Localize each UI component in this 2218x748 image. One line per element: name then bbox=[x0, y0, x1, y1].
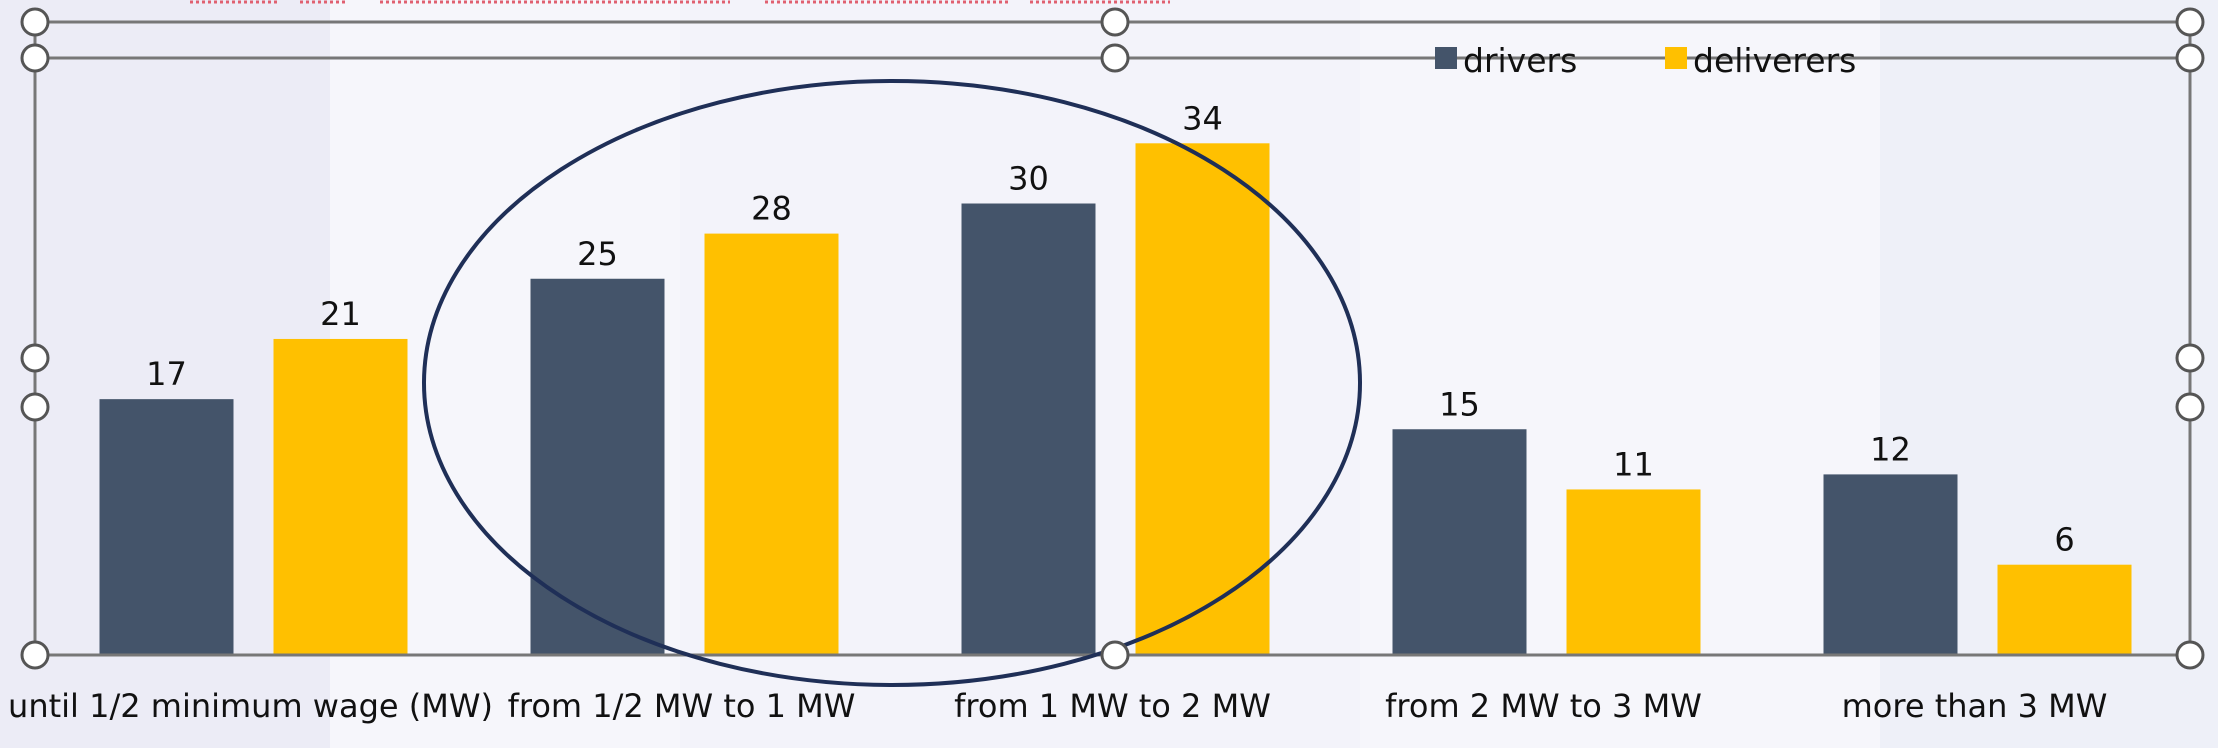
sizing-handle-icon[interactable] bbox=[1100, 7, 1130, 37]
sizing-handle-icon[interactable] bbox=[2175, 43, 2205, 73]
bar-drivers[interactable] bbox=[961, 203, 1096, 656]
bar-deliverers[interactable] bbox=[1997, 564, 2132, 655]
x-tick-label: until 1/2 minimum wage (MW) bbox=[8, 687, 493, 725]
data-label-drivers: 15 bbox=[1439, 385, 1480, 423]
sizing-handle-icon[interactable] bbox=[20, 343, 50, 373]
data-label-deliverers: 21 bbox=[320, 295, 361, 333]
legend-label-deliverers: deliverers bbox=[1693, 41, 1856, 80]
legend-swatch-deliverers bbox=[1665, 47, 1687, 69]
legend-swatch-drivers bbox=[1435, 47, 1457, 69]
data-label-drivers: 30 bbox=[1008, 160, 1049, 198]
data-label-deliverers: 11 bbox=[1613, 445, 1654, 483]
data-label-drivers: 12 bbox=[1870, 430, 1911, 468]
sizing-handle-icon[interactable] bbox=[20, 640, 50, 670]
x-tick-label: from 2 MW to 3 MW bbox=[1385, 687, 1702, 725]
bar-deliverers[interactable] bbox=[273, 338, 408, 655]
x-tick-label: from 1/2 MW to 1 MW bbox=[508, 687, 856, 725]
sizing-handle-icon[interactable] bbox=[20, 7, 50, 37]
sizing-handle-icon[interactable] bbox=[1100, 640, 1130, 670]
sizing-handle-icon[interactable] bbox=[2175, 640, 2205, 670]
bar-deliverers[interactable] bbox=[1566, 489, 1701, 655]
bar-drivers[interactable] bbox=[99, 399, 234, 655]
sizing-handle-icon[interactable] bbox=[2175, 343, 2205, 373]
data-label-deliverers: 6 bbox=[2054, 521, 2074, 559]
annotation-ellipse[interactable] bbox=[422, 79, 1362, 687]
bar-drivers[interactable] bbox=[1823, 474, 1958, 655]
sizing-handle-icon[interactable] bbox=[20, 43, 50, 73]
data-label-drivers: 25 bbox=[577, 235, 618, 273]
bar-drivers[interactable] bbox=[1392, 429, 1527, 655]
bar-drivers[interactable] bbox=[530, 278, 665, 655]
data-label-deliverers: 28 bbox=[751, 190, 792, 228]
sizing-handle-icon[interactable] bbox=[2175, 7, 2205, 37]
sizing-handle-icon[interactable] bbox=[2175, 392, 2205, 422]
data-label-deliverers: 34 bbox=[1182, 99, 1223, 137]
x-tick-label: more than 3 MW bbox=[1842, 687, 2108, 725]
legend-label-drivers: drivers bbox=[1463, 41, 1577, 80]
sizing-handle-icon[interactable] bbox=[20, 392, 50, 422]
sizing-handle-icon[interactable] bbox=[1100, 43, 1130, 73]
bar-deliverers[interactable] bbox=[704, 233, 839, 655]
data-label-drivers: 17 bbox=[146, 355, 187, 393]
x-tick-label: from 1 MW to 2 MW bbox=[954, 687, 1271, 725]
bar-deliverers[interactable] bbox=[1135, 143, 1270, 656]
